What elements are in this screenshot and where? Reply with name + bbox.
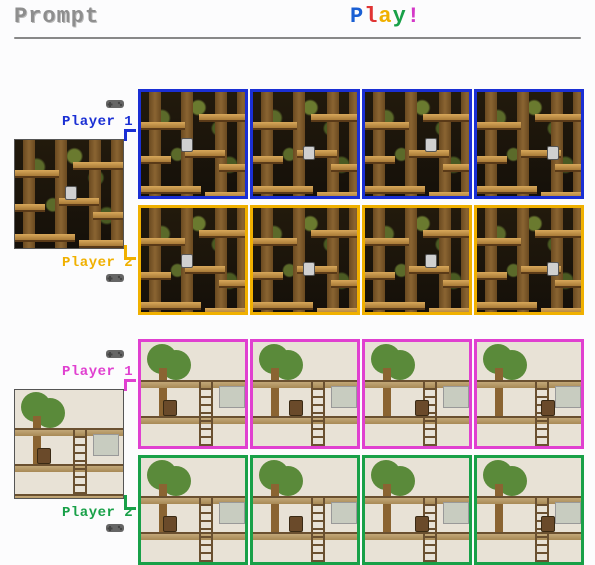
frames-row bbox=[138, 455, 584, 565]
frames-row bbox=[138, 89, 584, 199]
play-letter: ! bbox=[407, 4, 421, 29]
play-letter: y bbox=[393, 4, 407, 29]
game-frame bbox=[362, 89, 472, 199]
player-label: Player 1 bbox=[62, 114, 133, 130]
play-heading: Play! bbox=[350, 4, 421, 29]
connector bbox=[124, 129, 127, 141]
play-letter: l bbox=[364, 4, 378, 29]
game-frame bbox=[138, 89, 248, 199]
game-frame bbox=[138, 205, 248, 315]
controller-icon bbox=[106, 347, 124, 366]
controller-icon bbox=[106, 97, 124, 116]
game-frame bbox=[250, 455, 360, 565]
player-label: Player 2 bbox=[62, 255, 133, 271]
connector bbox=[124, 507, 136, 510]
game-frame bbox=[474, 89, 584, 199]
player-label: Player 2 bbox=[62, 505, 133, 521]
controller-icon bbox=[106, 271, 124, 290]
connector bbox=[124, 257, 136, 260]
connector bbox=[124, 495, 127, 507]
game-frame bbox=[474, 455, 584, 565]
connector bbox=[124, 245, 127, 257]
game-frame bbox=[474, 205, 584, 315]
game-frame bbox=[138, 455, 248, 565]
game-frame bbox=[138, 339, 248, 449]
player-label: Player 1 bbox=[62, 364, 133, 380]
play-letter: a bbox=[378, 4, 392, 29]
connector bbox=[124, 379, 127, 391]
game-frame bbox=[250, 89, 360, 199]
header: Prompt Play! bbox=[0, 0, 595, 35]
prompt-tile bbox=[14, 389, 124, 499]
game-frame bbox=[362, 339, 472, 449]
play-letter: P bbox=[350, 4, 364, 29]
frames-row bbox=[138, 205, 584, 315]
header-divider bbox=[14, 37, 581, 39]
game-frame bbox=[362, 455, 472, 565]
game-frame bbox=[362, 205, 472, 315]
game-frame bbox=[474, 339, 584, 449]
game-frame bbox=[250, 205, 360, 315]
prompt-tile bbox=[14, 139, 124, 249]
frames-row bbox=[138, 339, 584, 449]
game-frame bbox=[250, 339, 360, 449]
prompt-heading: Prompt bbox=[14, 4, 99, 29]
